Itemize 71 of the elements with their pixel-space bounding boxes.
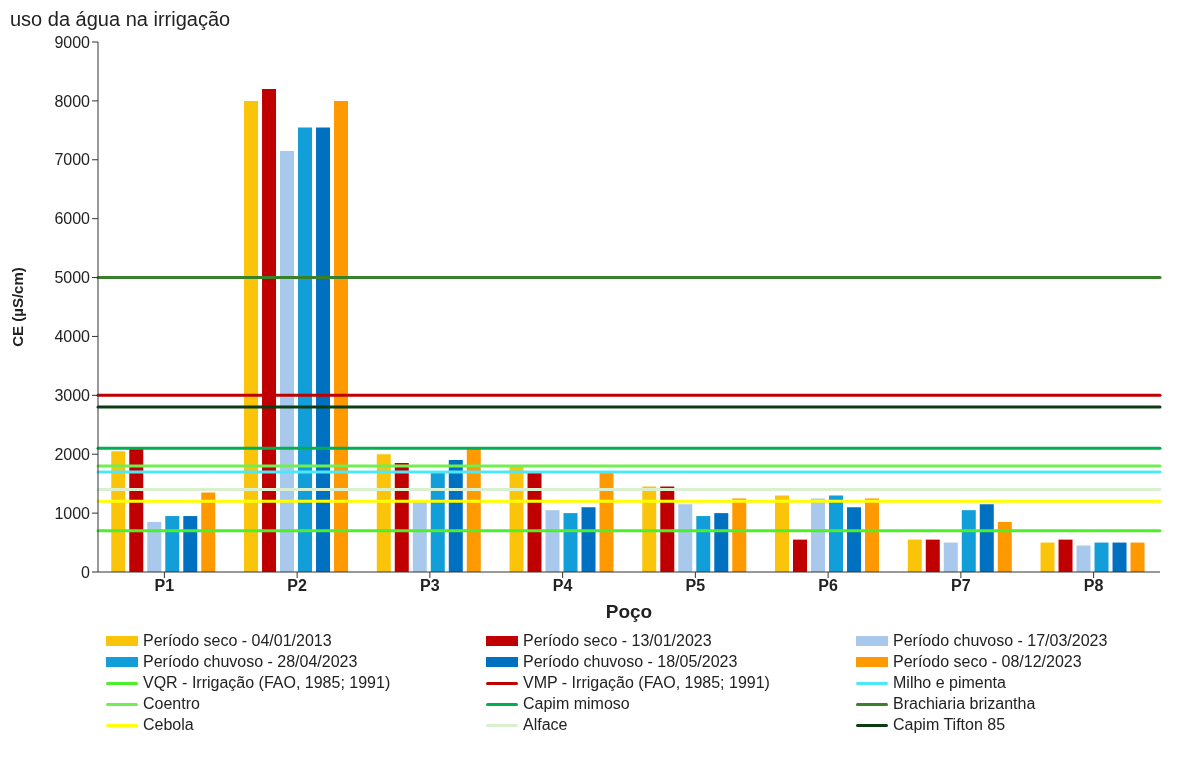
x-tick-label: P7 [951,577,971,595]
bar [581,507,596,572]
bar [334,100,349,572]
legend-label: Coentro [143,695,200,713]
legend-label: Cebola [143,716,194,734]
bar [811,498,826,572]
x-tick-label: P2 [287,577,308,595]
bar [545,510,560,572]
legend-label: Período seco - 13/01/2023 [523,632,712,650]
bar [1058,539,1073,572]
bar [961,510,976,572]
x-tick-label: P6 [818,577,839,595]
bar [829,495,844,572]
y-tick-label: 2000 [54,445,91,463]
x-tick-label: P3 [420,577,440,595]
legend-label: Capim Tifton 85 [893,716,1006,734]
bar [563,513,578,572]
bar [244,100,259,572]
bar [714,513,729,572]
legend-label: Período seco - 08/12/2023 [893,653,1082,671]
bar [1112,542,1127,572]
y-tick-label: 5000 [54,269,91,287]
bar [183,516,198,572]
x-tick-label: P8 [1083,577,1104,595]
bar [1040,542,1055,572]
bar [732,498,747,572]
legend-label: Capim mimoso [523,695,630,713]
bar [1076,545,1091,572]
bar [165,516,180,572]
bar [316,127,331,572]
legend-label: VMP - Irrigação (FAO, 1985; 1991) [523,674,770,692]
x-tick-label: P5 [685,577,706,595]
bar [943,542,958,572]
legend-label: Brachiaria brizantha [893,695,1036,713]
bar [696,516,711,572]
y-axis-title: CE (µS/cm) [9,267,27,347]
bar [793,539,808,572]
y-tick-label: 9000 [54,33,91,51]
bar [907,539,922,572]
bar [298,127,313,572]
bar [997,521,1012,572]
y-tick-label: 0 [81,563,91,581]
x-axis-title: Poço [605,601,653,622]
legend-label: Período chuvoso - 18/05/2023 [523,653,738,671]
legend-label: VQR - Irrigação (FAO, 1985; 1991) [143,674,391,692]
y-tick-label: 6000 [54,210,91,228]
bar [1094,542,1109,572]
legend-label: Período seco - 04/01/2013 [143,632,332,650]
y-tick-label: 4000 [54,328,91,346]
legend-label: Período chuvoso - 17/03/2023 [893,632,1108,650]
x-tick-label: P1 [154,577,175,595]
legend-label: Período chuvoso - 28/04/2023 [143,653,358,671]
x-tick-label: P4 [552,577,573,595]
bar [412,501,427,572]
bar [201,492,216,572]
bar [865,498,880,572]
y-tick-label: 8000 [54,92,91,110]
chart-title: uso da água na irrigação [10,8,232,32]
y-tick-label: 1000 [54,504,91,522]
bar [847,507,862,572]
legend-label: Alface [523,716,568,734]
bar [979,504,994,572]
y-tick-label: 7000 [54,151,91,169]
bar [678,504,693,572]
bar [280,150,295,572]
legend-label: Milho e pimenta [893,674,1006,692]
bar [925,539,940,572]
y-tick-label: 3000 [54,387,91,405]
bar [1130,542,1145,572]
bar [147,521,162,572]
bar [775,495,790,572]
